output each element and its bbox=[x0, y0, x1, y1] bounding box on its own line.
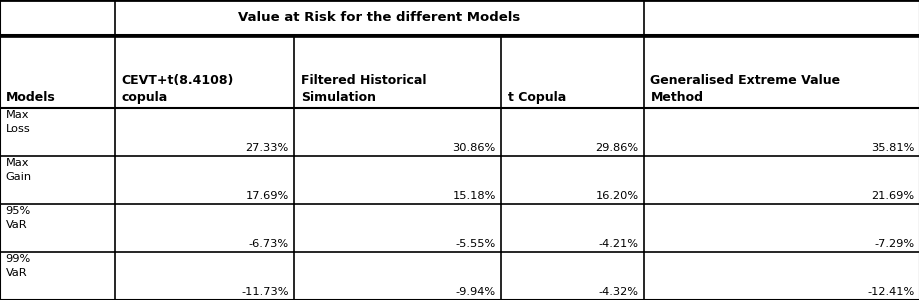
Text: 95%
VaR: 95% VaR bbox=[6, 206, 30, 230]
Text: -4.32%: -4.32% bbox=[598, 287, 638, 297]
Text: -12.41%: -12.41% bbox=[867, 287, 913, 297]
Text: Models: Models bbox=[6, 92, 55, 104]
Text: 21.69%: 21.69% bbox=[870, 191, 913, 201]
Text: Value at Risk for the different Models: Value at Risk for the different Models bbox=[238, 11, 520, 24]
Text: t Copula: t Copula bbox=[507, 92, 565, 104]
Text: -9.94%: -9.94% bbox=[455, 287, 495, 297]
Text: -6.73%: -6.73% bbox=[248, 239, 289, 249]
Text: Generalised Extreme Value
Method: Generalised Extreme Value Method bbox=[650, 74, 840, 104]
Text: -11.73%: -11.73% bbox=[241, 287, 289, 297]
Text: 15.18%: 15.18% bbox=[452, 191, 495, 201]
Text: Max
Gain: Max Gain bbox=[6, 158, 31, 182]
Text: Filtered Historical
Simulation: Filtered Historical Simulation bbox=[301, 74, 425, 104]
Text: 29.86%: 29.86% bbox=[595, 143, 638, 153]
Text: 30.86%: 30.86% bbox=[452, 143, 495, 153]
Text: 27.33%: 27.33% bbox=[245, 143, 289, 153]
Text: Max
Loss: Max Loss bbox=[6, 110, 30, 134]
Text: -5.55%: -5.55% bbox=[455, 239, 495, 249]
Text: -7.29%: -7.29% bbox=[873, 239, 913, 249]
Text: -4.21%: -4.21% bbox=[598, 239, 638, 249]
Text: 16.20%: 16.20% bbox=[595, 191, 638, 201]
Text: 99%
VaR: 99% VaR bbox=[6, 254, 30, 278]
Text: 35.81%: 35.81% bbox=[870, 143, 913, 153]
Text: CEVT+t(8.4108)
copula: CEVT+t(8.4108) copula bbox=[121, 74, 233, 104]
Text: 17.69%: 17.69% bbox=[245, 191, 289, 201]
